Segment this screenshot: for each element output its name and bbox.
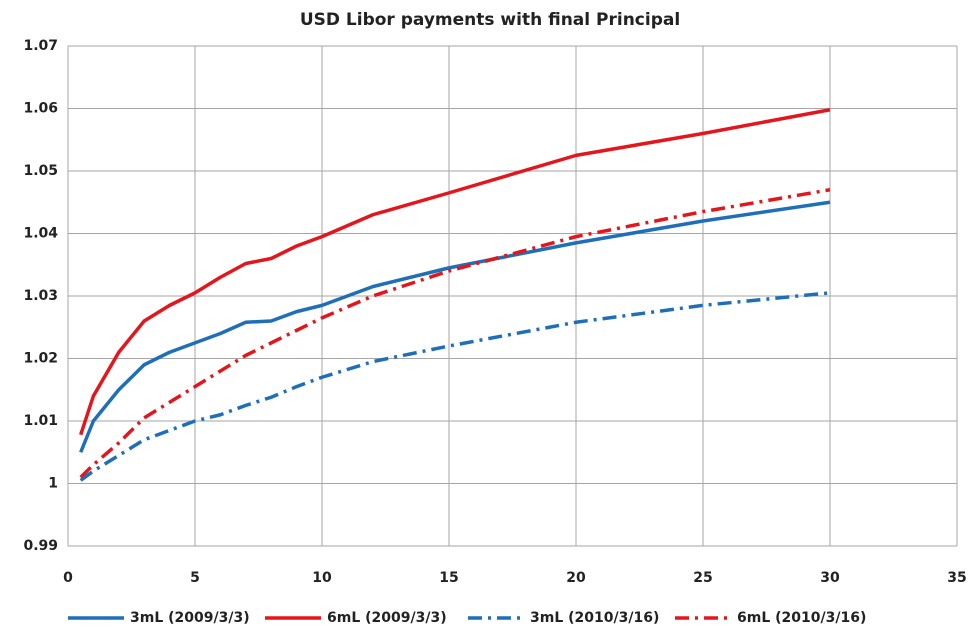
y-tick-label: 1.06: [23, 101, 58, 117]
y-tick-label: 1.04: [23, 226, 58, 242]
y-tick-label: 1: [48, 476, 58, 492]
x-tick-label: 0: [63, 570, 73, 586]
y-tick-label: 1.02: [23, 351, 58, 367]
x-tick-label: 15: [439, 570, 458, 586]
series-line: [79, 291, 831, 482]
x-tick-label: 30: [820, 570, 840, 586]
x-tick-label: 35: [947, 570, 966, 586]
series-line: [79, 188, 831, 479]
x-tick-label: 20: [566, 570, 586, 586]
series-line: [79, 108, 831, 436]
y-tick-label: 1.01: [23, 413, 58, 429]
y-tick-label: 1.03: [23, 288, 58, 304]
chart-title: USD Libor payments with final Principal: [300, 10, 680, 30]
legend-label: 6mL (2010/3/16): [737, 610, 866, 626]
legend-label: 3mL (2010/3/16): [530, 610, 659, 626]
y-tick-label: 0.99: [23, 538, 58, 554]
series-line: [79, 200, 831, 453]
x-tick-label: 5: [190, 570, 200, 586]
legend-label: 6mL (2009/3/3): [327, 610, 447, 626]
y-tick-label: 1.07: [23, 38, 58, 54]
x-tick-label: 10: [312, 570, 332, 586]
legend-label: 3mL (2009/3/3): [130, 610, 250, 626]
x-tick-label: 25: [693, 570, 712, 586]
y-tick-label: 1.05: [23, 163, 58, 179]
